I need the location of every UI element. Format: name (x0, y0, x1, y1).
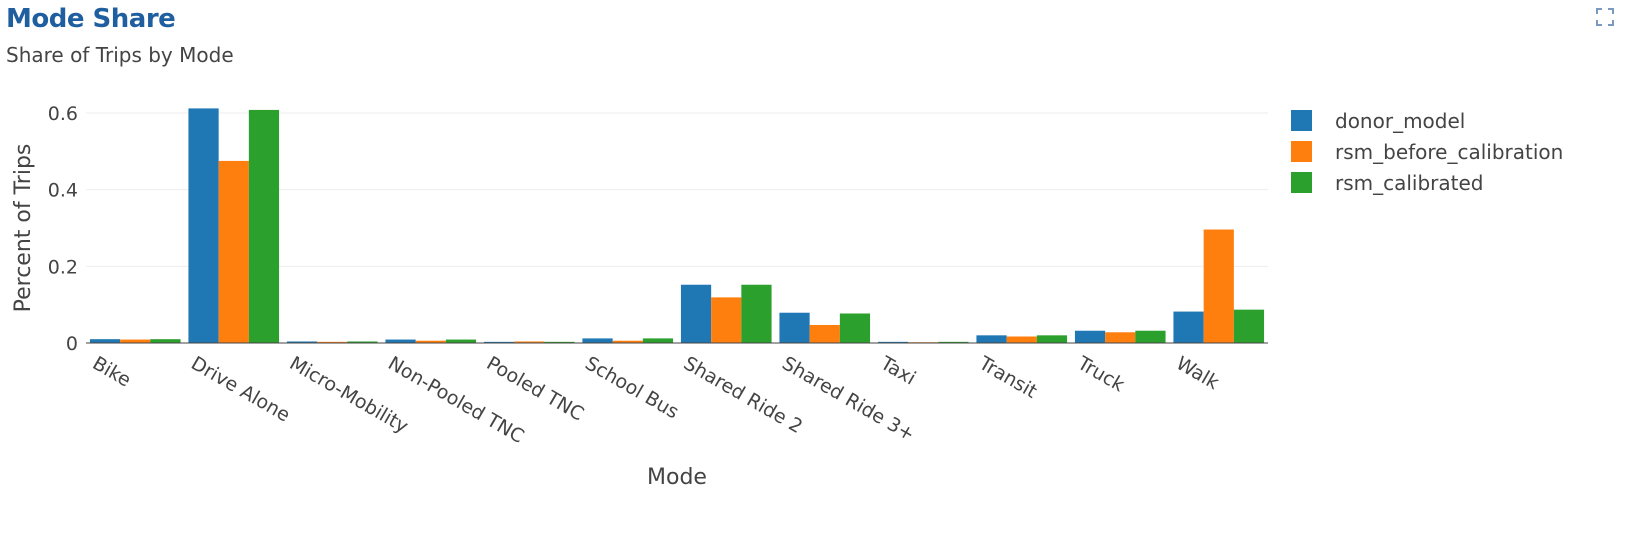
bar-rsm_before_calibration (711, 297, 742, 343)
bar-donor_model (976, 335, 1007, 343)
bar-donor_model (877, 341, 909, 343)
bar-rsm_before_calibration (1006, 336, 1037, 343)
bar-donor_model (680, 284, 712, 343)
bar-rsm_calibrated (150, 339, 181, 343)
legend-swatch (1291, 172, 1312, 193)
y-tick-label: 0.2 (48, 256, 78, 278)
bar-donor_model (385, 339, 416, 343)
legend-item: donor_model (1291, 109, 1465, 133)
legend-item: rsm_calibrated (1291, 171, 1484, 195)
bar-rsm_calibrated (1233, 309, 1265, 343)
expand-icon[interactable] (1596, 8, 1614, 26)
x-tick-label: Bike (89, 352, 135, 391)
bar-rsm_calibrated (445, 339, 477, 343)
x-tick-label: School Bus (581, 352, 682, 423)
bar-rsm_before_calibration (120, 339, 151, 343)
bar-rsm_calibrated (1036, 335, 1068, 343)
bar-rsm_before_calibration (1203, 229, 1234, 343)
bar-donor_model (188, 108, 219, 344)
bar-rsm_calibrated (1135, 330, 1166, 343)
x-tick-label: Taxi (876, 352, 920, 390)
legend-label: rsm_calibrated (1335, 171, 1484, 195)
x-tick-label: Drive Alone (187, 352, 294, 426)
bar-rsm_calibrated (248, 109, 280, 344)
x-axis-title: Mode (647, 465, 707, 490)
x-tick-label: Walk (1172, 352, 1222, 394)
bar-donor_model (89, 339, 121, 343)
x-tick-label: Truck (1073, 352, 1128, 397)
legend-swatch (1291, 110, 1312, 131)
bar-rsm_calibrated (839, 313, 871, 343)
bar-donor_model (286, 341, 318, 343)
chart-subtitle: Share of Trips by Mode (6, 43, 234, 67)
y-tick-label: 0 (66, 333, 78, 355)
bar-rsm_before_calibration (809, 324, 840, 343)
legend-label: rsm_before_calibration (1335, 140, 1563, 164)
legend-label: donor_model (1335, 109, 1465, 133)
bar-rsm_before_calibration (218, 160, 249, 343)
y-tick-label: 0.6 (48, 103, 78, 125)
bar-rsm_calibrated (347, 341, 378, 343)
bar-rsm_before_calibration (317, 341, 348, 343)
legend-item: rsm_before_calibration (1291, 140, 1563, 164)
bar-rsm_calibrated (642, 338, 674, 343)
y-tick-label: 0.4 (48, 180, 78, 202)
bar-rsm_calibrated (544, 341, 575, 343)
bar-rsm_before_calibration (514, 341, 545, 343)
bar-donor_model (582, 338, 613, 343)
bar-rsm_before_calibration (612, 340, 643, 343)
y-axis-title: Percent of Trips (11, 144, 36, 313)
bar-donor_model (483, 341, 515, 343)
bar-rsm_calibrated (741, 284, 772, 343)
x-tick-label: Transit (974, 352, 1040, 403)
chart-title: Mode Share (6, 4, 176, 34)
bar-rsm_before_calibration (415, 340, 446, 343)
bar-donor_model (779, 312, 810, 343)
bar-rsm_calibrated (938, 341, 969, 343)
bar-donor_model (1173, 311, 1204, 343)
bar-donor_model (1074, 330, 1106, 343)
bar-rsm_before_calibration (1105, 332, 1136, 343)
legend-swatch (1291, 141, 1312, 162)
